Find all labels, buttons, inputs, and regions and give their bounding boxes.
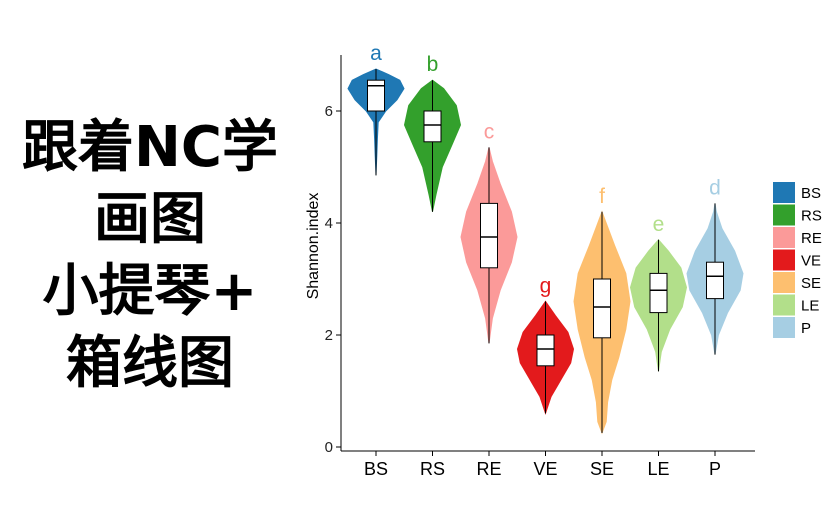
cover-title-line-3: 小提琴+: [42, 259, 258, 324]
legend-label-p: P: [801, 320, 811, 337]
x-tick-label: LE: [647, 459, 669, 479]
cover-title-line-2: 画图: [94, 187, 206, 252]
cover-title: 跟着NC学 画图 小提琴+ 箱线图: [0, 112, 300, 400]
legend-swatch-se: [773, 272, 795, 293]
significance-letter-re: c: [484, 120, 495, 143]
box-rs: [423, 110, 442, 143]
y-tick-label: 0: [325, 439, 333, 456]
x-tick-label: P: [709, 459, 721, 479]
legend-label-le: LE: [801, 298, 819, 315]
y-tick-label: 4: [325, 215, 333, 232]
legend-label-rs: RS: [801, 208, 822, 225]
x-tick-label: VE: [533, 459, 557, 479]
significance-letter-rs: b: [427, 53, 439, 76]
legend-swatch-p: [773, 317, 795, 338]
legend-swatch-le: [773, 294, 795, 316]
significance-letter-le: e: [653, 213, 665, 236]
box-re: [480, 202, 498, 269]
significance-letter-ve: g: [540, 274, 552, 297]
x-tick-label: RE: [476, 459, 501, 479]
x-tick-label: RS: [420, 459, 445, 479]
box-bs: [367, 79, 385, 112]
legend-label-ve: VE: [801, 253, 821, 270]
legend-swatch-bs: [773, 182, 795, 203]
legend-label-re: RE: [801, 230, 822, 247]
y-axis-label: Shannon.index: [305, 193, 322, 300]
box-ve: [536, 334, 555, 367]
significance-letter-bs: a: [370, 42, 382, 65]
significance-letter-p: d: [709, 176, 721, 199]
cover-title-line-1: 跟着NC学: [22, 115, 278, 180]
cover-title-line-4: 箱线图: [66, 331, 234, 396]
y-tick-label: 6: [325, 103, 333, 120]
legend-label-se: SE: [801, 275, 821, 292]
legend-swatch-re: [773, 227, 795, 248]
box-le: [649, 272, 668, 314]
y-tick-label: 2: [325, 327, 333, 344]
box-p: [706, 261, 724, 300]
x-tick-label: SE: [590, 459, 614, 479]
significance-letter-se: f: [599, 185, 605, 208]
legend-swatch-rs: [773, 204, 795, 226]
box-se: [593, 278, 611, 339]
legend-label-bs: BS: [801, 185, 821, 202]
x-tick-label: BS: [364, 459, 388, 479]
legend-swatch-ve: [773, 249, 795, 271]
